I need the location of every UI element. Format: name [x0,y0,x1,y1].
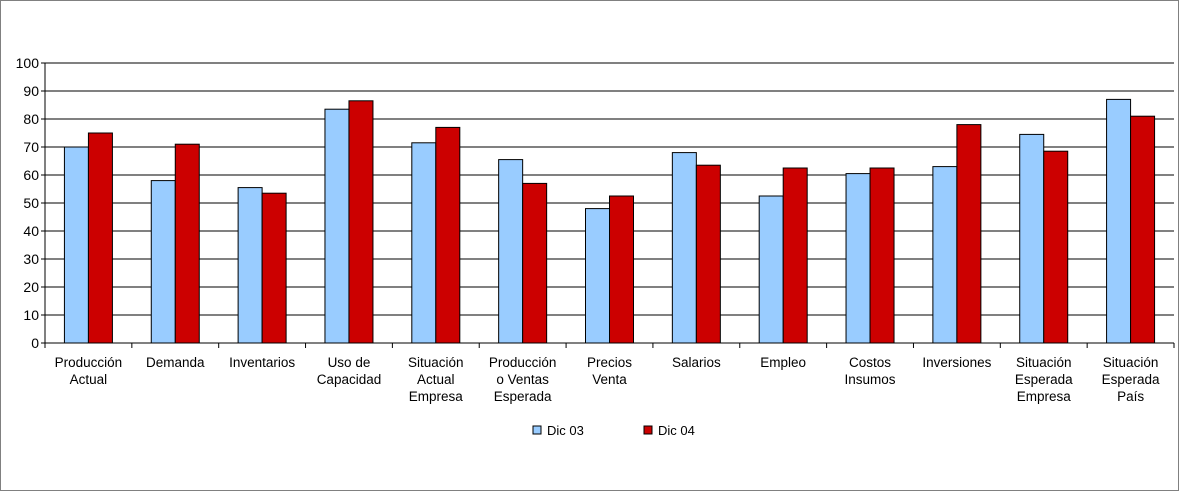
bar-dic04 [261,192,287,344]
bar-dic03 [324,108,350,344]
category-label: Situación Actual Empresa [408,355,464,404]
bar-dic04 [695,164,721,344]
bar-dic04 [435,126,461,344]
y-tick-label: 20 [23,279,39,295]
y-tick-label: 30 [23,251,39,267]
category-label-line: Esperada [1102,372,1160,387]
category-label: Situación Esperada País [1102,355,1160,404]
category-label-line: Inventarios [229,355,295,370]
bar-dic04 [522,182,548,344]
category-label: Empleo [760,355,806,370]
bar-dic04 [348,100,374,344]
category-label: Inversiones [922,355,991,370]
bar-dic03 [1106,98,1132,344]
category-label: Salarios [672,355,721,370]
bar-dic04 [87,132,113,344]
category-label: Inventarios [229,355,295,370]
category-label-line: Capacidad [317,372,382,387]
category-label: Situación Esperada Empresa [1015,355,1073,404]
y-tick-label: 60 [23,167,39,183]
category-label-line: Empresa [409,389,464,404]
bar-dic03 [498,159,524,344]
bar-dic04 [1043,150,1069,344]
category-label-line: Costos [849,355,891,370]
category-label-line: Producción [489,355,557,370]
bar-dic03 [411,142,437,344]
legend-label: Dic 04 [658,423,695,438]
category-label-line: Venta [592,372,627,387]
category-label: Costos Insumos [845,355,896,387]
category-label-line: Situación [408,355,464,370]
bar-dic04 [869,167,895,344]
category-label-line: Salarios [672,355,721,370]
y-tick-label: 90 [23,83,39,99]
category-label-line: Precios [587,355,632,370]
bar-dic04 [609,195,634,344]
bar-dic03 [150,180,176,344]
category-label-line: Empleo [760,355,806,370]
bar-dic03 [237,187,263,344]
category-label-line: Insumos [845,372,896,387]
category-label-line: Inversiones [922,355,991,370]
y-tick-label: 80 [23,111,39,127]
bar-dic04 [956,124,982,344]
bar-dic03 [585,208,610,344]
bar-dic04 [782,167,808,344]
category-label-line: Esperada [494,389,552,404]
bar-dic04 [1130,115,1156,344]
category-label-line: Actual [70,372,108,387]
y-tick-label: 40 [23,223,39,239]
category-label-line: Situación [1016,355,1072,370]
category-label-line: Situación [1103,355,1159,370]
y-tick-label: 50 [23,195,39,211]
category-label-line: o Ventas [496,372,549,387]
category-label-line: Esperada [1015,372,1073,387]
bar-dic03 [758,195,784,344]
y-tick-label: 100 [16,55,40,71]
bar-dic03 [932,166,958,344]
category-label-line: País [1117,389,1144,404]
category-label: Demanda [146,355,205,370]
bar-dic03 [63,146,89,344]
y-tick-label: 0 [31,335,39,351]
bar-dic03 [1019,133,1045,344]
category-label-line: Demanda [146,355,205,370]
category-label-line: Producción [55,355,123,370]
category-label-line: Actual [417,372,455,387]
category-labels: Producción Actual Demanda Inventarios Uso de… [55,355,1160,404]
legend-label: Dic 03 [547,423,584,438]
y-tick-labels: 0 10 20 30 40 50 60 70 80 90 100 [16,55,40,351]
category-label: Producción Actual [55,355,123,387]
y-tick-label: 10 [23,307,39,323]
category-label-line: Uso de [328,355,371,370]
legend-swatch [643,425,653,435]
bar-dic03 [845,173,871,344]
legend-swatch [532,425,542,435]
bar-dic03 [671,152,697,344]
bar-dic04 [174,143,200,344]
y-tick-label: 70 [23,139,39,155]
category-label: Uso de Capacidad [317,355,382,387]
bars [63,98,1156,344]
axes [41,62,1175,348]
legend: Dic 03 Dic 04 [532,423,695,438]
category-label: Producción o Ventas Esperada [489,355,557,404]
category-label-line: Empresa [1017,389,1072,404]
category-label: Precios Venta [587,355,632,387]
